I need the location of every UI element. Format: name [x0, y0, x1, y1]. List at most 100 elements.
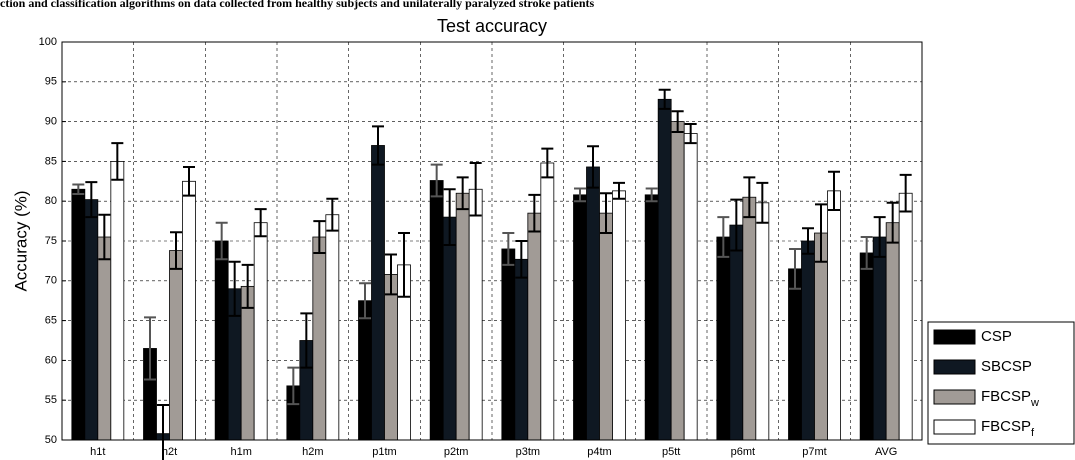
legend-swatch	[933, 389, 976, 405]
y-axis-label: Accuracy (%)	[11, 190, 30, 291]
error-bar	[385, 253, 397, 296]
error-bar	[828, 170, 840, 211]
error-bar	[170, 231, 182, 270]
legend-label: CSP	[981, 328, 1012, 345]
bar	[788, 268, 802, 441]
error-bar	[717, 216, 730, 258]
bar	[97, 236, 112, 441]
bar	[586, 166, 600, 441]
y-tick-label: 55	[45, 394, 57, 406]
bar	[358, 300, 372, 441]
x-tick-label: p6mt	[731, 446, 755, 458]
plot-frame	[61, 41, 923, 441]
error-bar	[300, 312, 313, 369]
bar	[110, 160, 125, 441]
error-bar	[228, 260, 241, 317]
legend-label: SBCSP	[981, 358, 1032, 375]
bar	[683, 133, 698, 441]
bar	[240, 285, 255, 441]
error-bar	[860, 236, 873, 270]
bar	[468, 188, 483, 441]
x-tick-label: AVG	[875, 446, 897, 458]
bar	[670, 121, 685, 441]
error-bar	[789, 247, 801, 290]
bar	[540, 162, 555, 441]
error-bar	[743, 176, 756, 219]
bar	[384, 274, 398, 441]
error-bar	[645, 187, 658, 203]
error-bar	[574, 187, 586, 203]
error-bar	[671, 110, 684, 133]
bar	[573, 194, 587, 441]
error-bar	[254, 208, 267, 238]
bar	[742, 196, 757, 441]
legend-label-name: FBCSP	[981, 418, 1031, 435]
bar	[371, 145, 385, 441]
error-bar	[541, 147, 554, 179]
error-bar	[873, 216, 886, 258]
bar	[729, 224, 744, 441]
y-tick-label: 95	[45, 76, 57, 88]
error-bar	[313, 220, 326, 254]
error-bar	[157, 403, 169, 460]
x-tick-label: h1t	[90, 446, 105, 458]
chart-title: Test accuracy	[437, 16, 547, 36]
bar	[859, 252, 874, 441]
error-bar	[111, 142, 124, 181]
error-bar	[528, 193, 541, 233]
bar	[599, 212, 613, 441]
bar	[716, 236, 731, 441]
y-tick-label: 80	[45, 195, 57, 207]
x-tick-label: p1tm	[372, 446, 396, 458]
bar	[644, 194, 659, 441]
bar	[657, 98, 672, 441]
legend-label-name: CSP	[981, 328, 1012, 345]
x-tick-label: p7mt	[802, 446, 826, 458]
bar	[169, 250, 183, 441]
error-bar	[515, 240, 528, 279]
legend-label-name: FBCSP	[981, 388, 1031, 405]
bar	[755, 202, 770, 441]
error-bar	[469, 161, 482, 217]
error-bar	[600, 192, 612, 235]
legend-label-name: SBCSP	[981, 358, 1032, 375]
error-bar	[98, 213, 111, 261]
error-bar	[899, 173, 912, 213]
bar	[325, 214, 340, 441]
y-tick-label: 100	[39, 36, 57, 48]
y-tick-label: 65	[45, 315, 57, 327]
x-tick-label: p4tm	[587, 446, 611, 458]
legend-label-subscript: f	[1031, 427, 1035, 439]
error-bar	[372, 125, 384, 166]
error-bar	[886, 201, 899, 244]
error-bar	[613, 181, 625, 200]
bar	[71, 188, 86, 441]
x-tick-label: h2t	[162, 446, 177, 458]
error-bar	[587, 145, 599, 189]
bar	[898, 192, 913, 441]
error-bar	[326, 197, 339, 232]
bar	[872, 236, 887, 441]
bar	[527, 212, 542, 441]
bar	[514, 258, 529, 441]
error-bar	[398, 232, 410, 298]
y-tick-label: 60	[45, 354, 57, 366]
error-bar	[144, 316, 156, 381]
error-bar	[684, 122, 697, 145]
y-tick-label: 90	[45, 116, 57, 128]
error-bar	[756, 181, 769, 224]
error-bar	[215, 221, 228, 261]
error-bar	[443, 188, 456, 246]
error-bar	[802, 227, 814, 255]
legend-label: FBCSPf	[981, 418, 1035, 439]
legend-swatch	[933, 329, 976, 345]
x-tick-label: h2m	[302, 446, 323, 458]
legend-label: FBCSPw	[981, 388, 1039, 409]
bar	[814, 232, 828, 441]
bar	[885, 222, 900, 441]
error-bar	[658, 88, 671, 110]
error-bar	[502, 232, 515, 266]
legend-swatch	[933, 419, 976, 435]
error-bar	[815, 203, 827, 263]
